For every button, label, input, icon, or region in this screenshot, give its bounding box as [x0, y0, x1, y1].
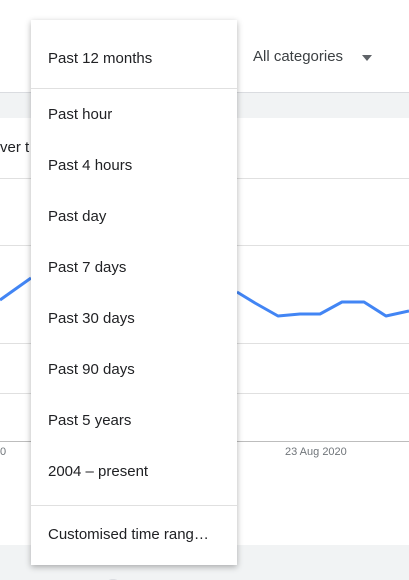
selected-option[interactable]: Past 12 months — [48, 50, 153, 67]
divider — [31, 505, 237, 506]
time-option[interactable]: Past day — [48, 208, 107, 225]
category-filter[interactable]: All categories — [253, 48, 344, 65]
time-option[interactable]: 2004 – present — [48, 463, 149, 480]
card-title: ver t — [0, 139, 30, 156]
divider — [31, 88, 237, 89]
time-range-dropdown: Past 12 months Customised time rang… Pas… — [31, 20, 237, 565]
dropdown-arrow — [362, 55, 372, 61]
time-option[interactable]: Past 90 days — [48, 361, 135, 378]
x-axis-label: 0 — [0, 446, 7, 458]
time-option[interactable]: Past 7 days — [48, 259, 127, 276]
time-option[interactable]: Past 5 years — [48, 412, 132, 429]
time-option[interactable]: Past 4 hours — [48, 157, 133, 174]
time-option[interactable]: Past hour — [48, 106, 113, 123]
x-axis-label: 23 Aug 2020 — [285, 446, 347, 458]
custom-option[interactable]: Customised time rang… — [48, 526, 209, 543]
time-option[interactable]: Past 30 days — [48, 310, 135, 327]
